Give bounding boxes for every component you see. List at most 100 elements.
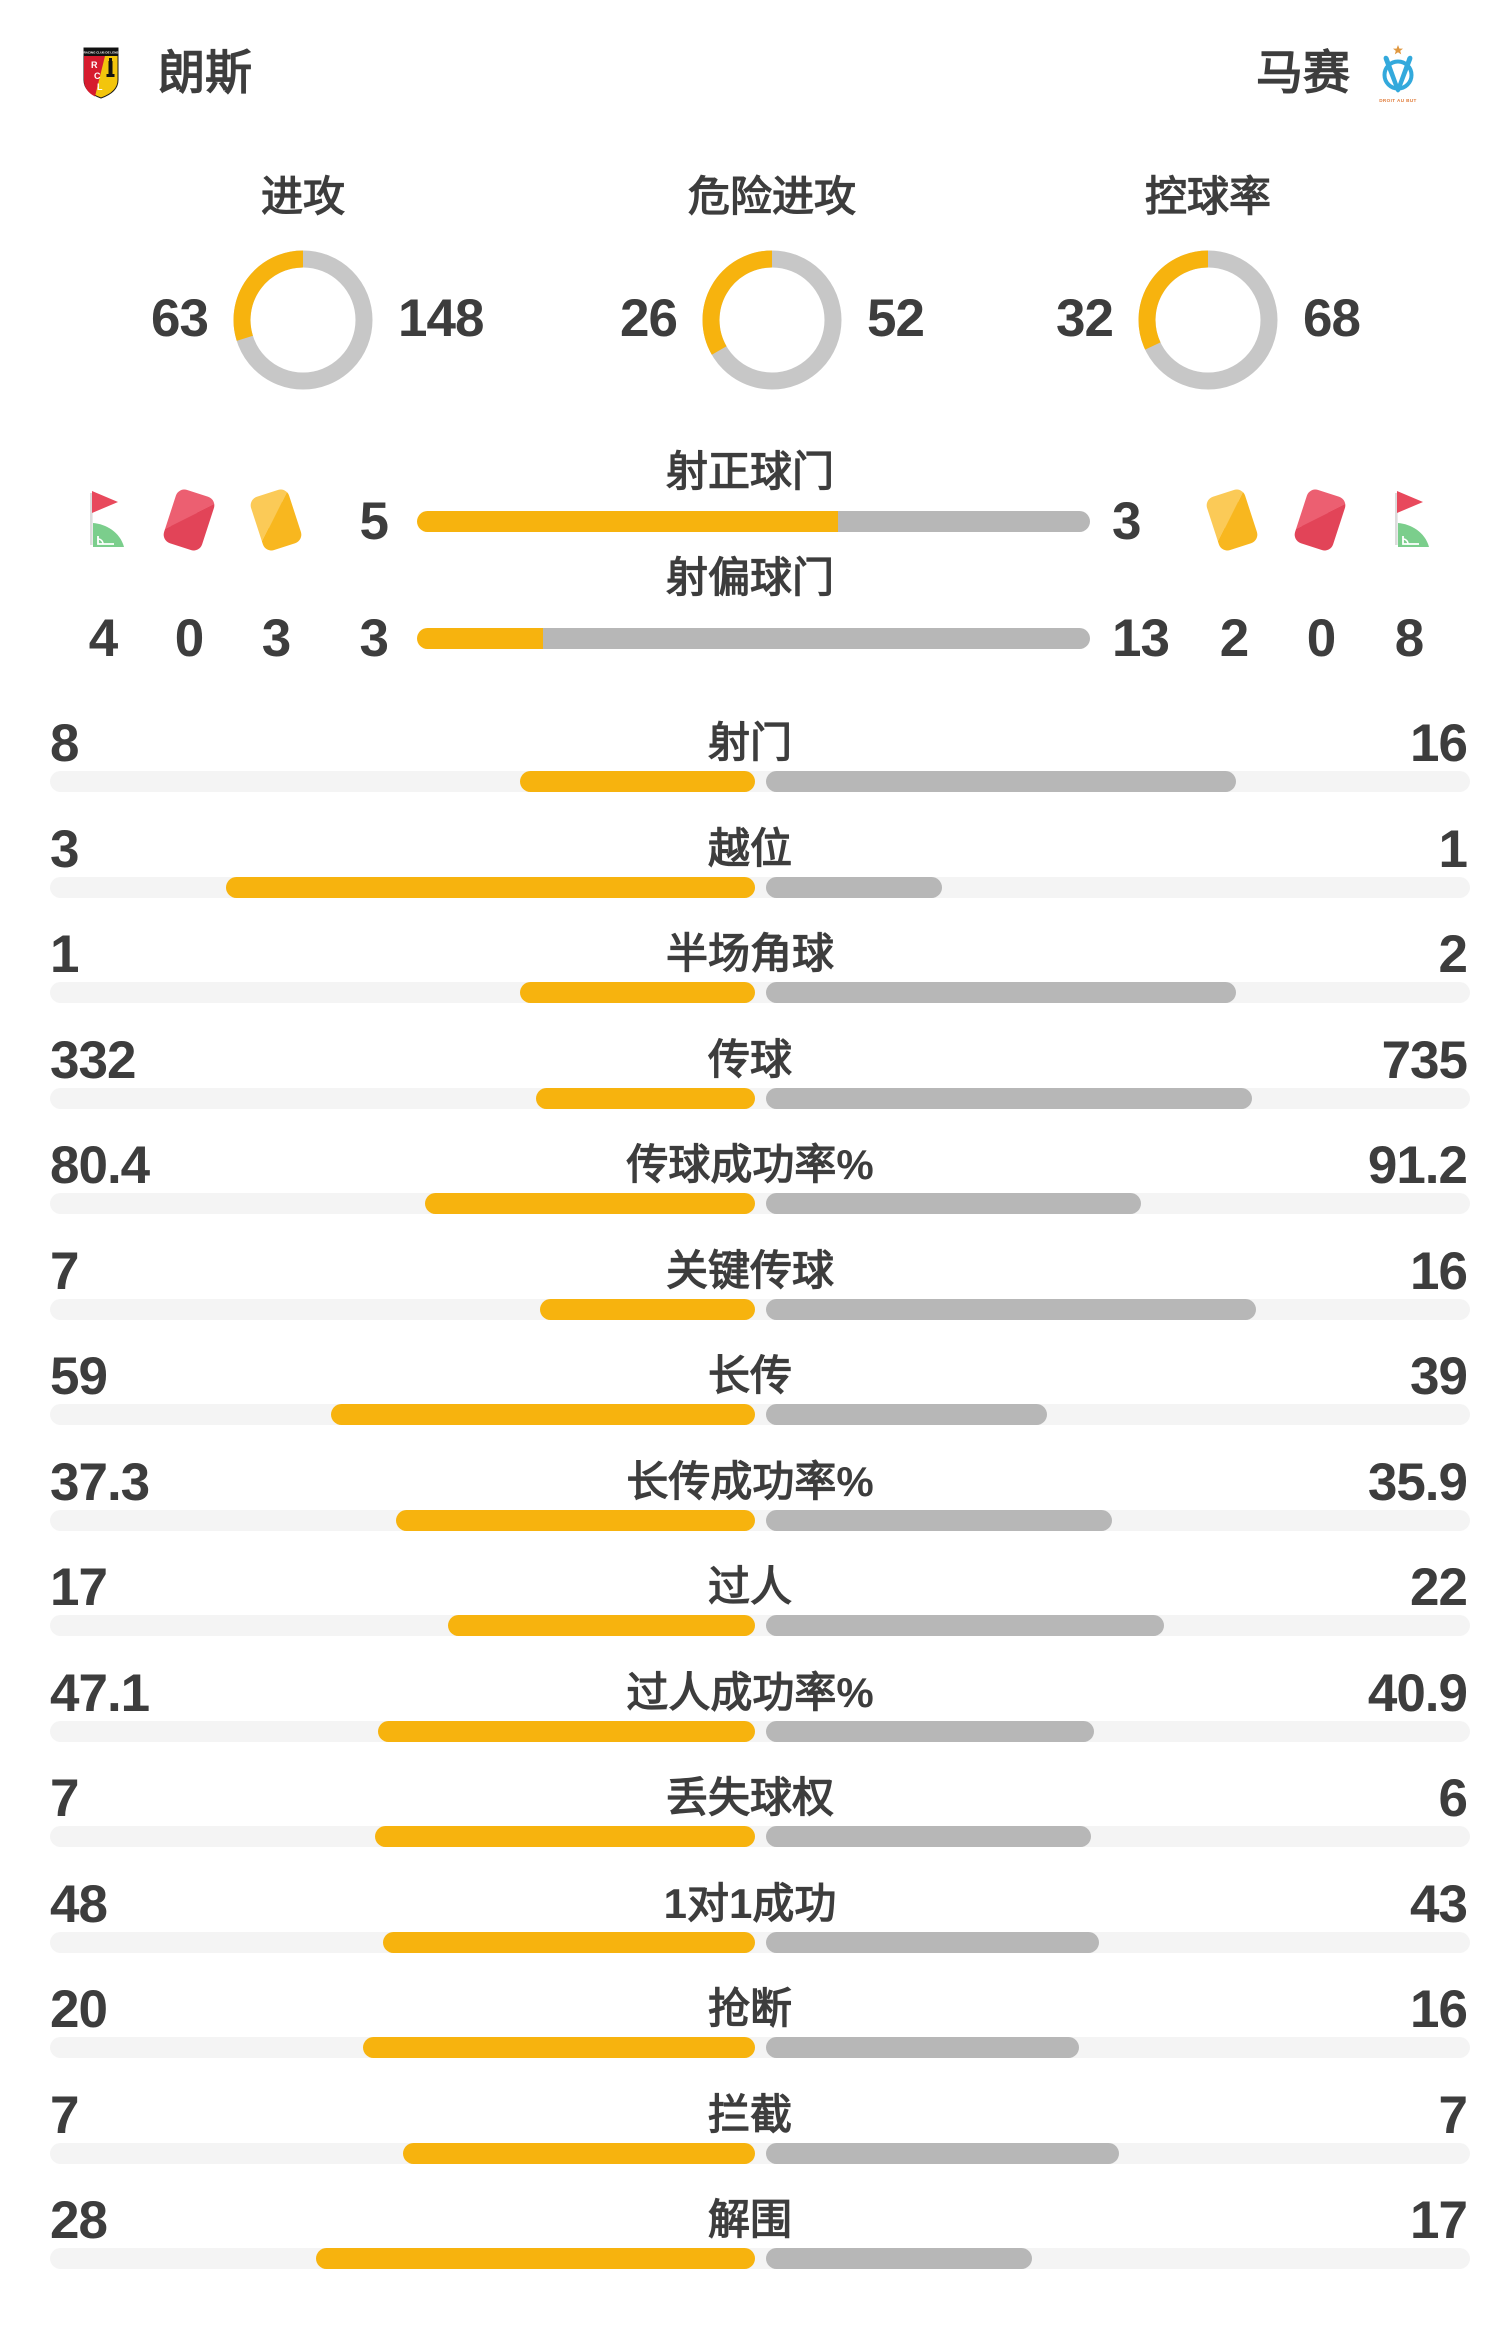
stat-label: 长传 [707,1352,792,1399]
stat-row: 47.1 过人成功率% 40.9 [0,1664,1500,1770]
home-yellow-cards-count: 3 [261,609,291,668]
stat-away-value: 43 [1410,1874,1468,1934]
stat-away-value: 40.9 [1367,1663,1468,1723]
stat-compare-bar [50,1615,1470,1636]
stat-home-value: 59 [50,1347,108,1406]
stat-label: 传球成功率% [626,1141,874,1188]
shots-on-target-home-value: 5 [359,492,389,551]
stat-label: 射门 [707,719,792,766]
red-card-icon [161,487,217,553]
stat-row: 37.3 长传成功率% 35.9 [0,1453,1500,1559]
stat-away-value: 1 [1438,819,1469,879]
stat-compare-bar [50,1298,1470,1320]
away-corners-count: 8 [1394,609,1424,668]
shots-off-target-label: 射偏球门 [665,554,834,601]
shots-off-target-away-value: 13 [1112,609,1170,668]
stat-label: 丢失球权 [665,1774,834,1821]
stat-home-value: 20 [50,1980,108,2039]
shots-on-target-label: 射正球门 [665,448,834,495]
stat-compare-bar [50,1087,1470,1109]
donut-away-value: 68 [1303,289,1361,348]
donut-label-possession: 控球率 [1144,173,1271,220]
stat-away-value: 39 [1410,1347,1468,1406]
stat-compare-bar [50,1193,1470,1214]
corner-flag-icon [1395,491,1429,547]
stat-label: 过人成功率% [626,1668,874,1716]
stat-row: 332 传球 735 [0,1031,1500,1137]
svg-text:RACING CLUB DE LENS: RACING CLUB DE LENS [84,51,119,55]
donut-away-value: 52 [867,289,925,348]
stat-row: 17 过人 22 [0,1558,1500,1664]
donut-home-value: 32 [1056,289,1114,348]
stat-compare-bar [50,1931,1470,1953]
stat-label: 越位 [707,824,792,872]
stat-row: 7 丢失球权 6 [0,1769,1500,1875]
donut-home-value: 26 [620,289,678,348]
attacks-donut-chart [233,250,373,390]
stat-row: 7 关键传球 16 [0,1242,1500,1348]
stat-row: 59 长传 39 [0,1347,1500,1453]
stat-home-value: 7 [50,1769,80,1828]
stat-home-value: 332 [50,1030,136,1090]
home-corners-count: 4 [88,609,118,668]
stat-away-value: 2 [1438,925,1469,984]
stat-home-value: 37.3 [50,1452,150,1512]
stat-away-value: 22 [1410,1558,1468,1617]
stat-compare-bar [50,1404,1470,1425]
svg-text:L: L [97,82,103,92]
away-red-cards-count: 0 [1306,609,1336,668]
svg-text:C: C [94,71,101,81]
donut-label-dangerous-attacks: 危险进攻 [687,173,856,220]
donut-label-attacks: 进攻 [260,173,345,220]
stat-label: 过人 [707,1563,792,1610]
shots-on-target-bar [417,511,1090,532]
away-yellow-cards-count: 2 [1219,609,1249,668]
donut-away-value: 148 [398,289,484,348]
stat-row: 1 半场角球 2 [0,925,1500,1031]
stat-compare-bar [50,1720,1470,1742]
dangerous-attacks-donut-chart [702,250,842,390]
away-team-logo-icon: DROIT AU BUT [1379,45,1417,103]
stat-home-value: 28 [50,2191,108,2250]
away-team-name: 马赛 [1256,46,1350,99]
home-team-header[interactable]: RACING CLUB DE LENS R C L 朗斯 [82,44,252,102]
stat-home-value: 8 [50,714,80,773]
stat-label: 抢断 [707,1985,792,2032]
stat-compare-bar [50,1509,1470,1531]
svg-text:DROIT AU BUT: DROIT AU BUT [1379,98,1417,103]
stat-label: 传球 [707,1035,792,1083]
stat-label: 长传成功率% [626,1457,874,1505]
stat-away-value: 735 [1381,1030,1468,1090]
stat-compare-bar [50,1826,1470,1847]
donut-home-value: 63 [151,289,209,348]
stat-compare-bar [50,876,1470,898]
stat-row: 48 1对1成功 43 [0,1875,1500,1981]
stat-home-value: 47.1 [50,1663,150,1723]
stat-compare-bar [50,771,1470,792]
stat-row: 28 解围 17 [0,2191,1500,2297]
stat-label: 关键传球 [665,1246,834,1294]
stat-home-value: 80.4 [50,1136,150,1195]
corner-flag-icon [90,491,124,547]
away-team-header[interactable]: 马赛 DROIT AU BUT [1256,44,1420,103]
stat-away-value: 17 [1410,2191,1468,2250]
shots-off-target-bar [417,628,1090,649]
stat-home-value: 7 [50,2085,80,2145]
stat-row: 80.4 传球成功率% 91.2 [0,1136,1500,1242]
stat-away-value: 16 [1410,1241,1468,1301]
home-team-name: 朗斯 [158,46,252,99]
stat-label: 解围 [707,2196,792,2243]
stat-away-value: 35.9 [1367,1452,1468,1512]
stat-home-value: 3 [50,819,80,879]
stat-label: 拦截 [707,2090,792,2138]
stat-compare-bar [50,2248,1470,2269]
stat-home-value: 17 [50,1558,108,1617]
stat-away-value: 7 [1438,2085,1469,2145]
stat-away-value: 91.2 [1367,1136,1468,1195]
red-card-icon [1292,487,1348,553]
stat-away-value: 16 [1410,1980,1468,2039]
home-team-logo-icon: RACING CLUB DE LENS R C L [83,47,119,99]
stat-row: 8 射门 16 [0,714,1500,820]
stat-away-value: 6 [1438,1769,1469,1828]
svg-text:R: R [91,60,98,70]
